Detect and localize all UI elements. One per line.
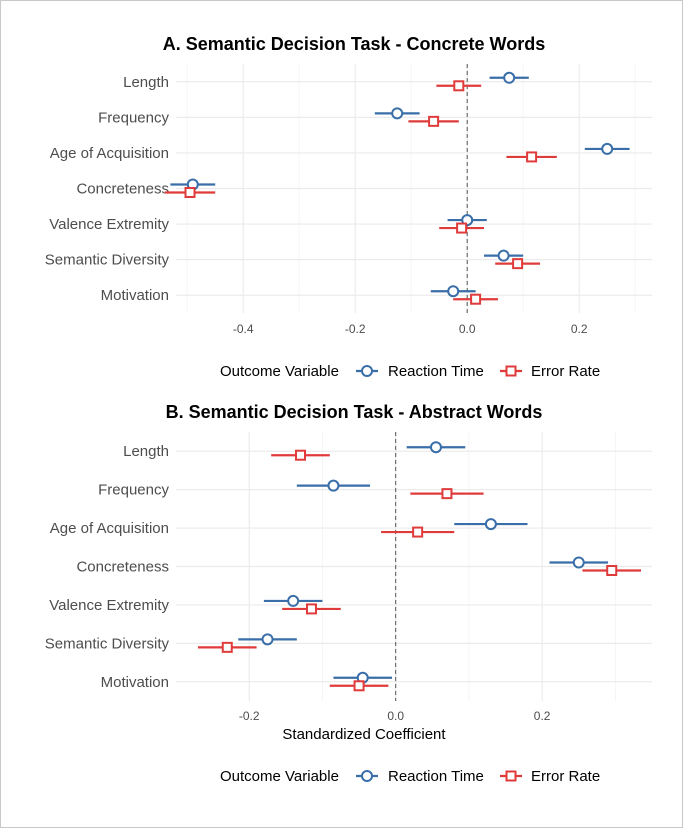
data-point-reaction-time: [484, 518, 497, 531]
x-tick-label: 0.0: [387, 709, 404, 723]
category-label: Age of Acquisition: [50, 145, 169, 162]
data-point-error-rate: [453, 80, 465, 92]
category-label: Length: [123, 74, 169, 91]
legend-key-square-icon: [505, 365, 517, 377]
x-tick-label: 0.0: [459, 322, 476, 336]
category-label: Length: [123, 443, 169, 460]
legend-key-square-icon: [505, 770, 517, 782]
category-label: Concreteness: [76, 559, 169, 576]
chart-panel-a: A. Semantic Decision Task - Concrete Wor…: [45, 34, 652, 380]
legend-key-circle-icon: [361, 770, 373, 782]
legend-label-error-rate: Error Rate: [531, 363, 600, 380]
x-tick-label: 0.2: [571, 322, 588, 336]
data-point-reaction-time: [287, 594, 300, 607]
category-label: Semantic Diversity: [45, 252, 170, 269]
data-point-reaction-time: [429, 441, 442, 454]
chart-title: B. Semantic Decision Task - Abstract Wor…: [166, 402, 543, 422]
data-point-reaction-time: [447, 285, 460, 298]
data-point-error-rate: [456, 222, 468, 234]
data-point-error-rate: [428, 115, 440, 127]
data-point-error-rate: [412, 526, 424, 538]
data-point-error-rate: [221, 641, 233, 653]
x-axis-title: Standardized Coefficient: [282, 726, 446, 743]
data-point-reaction-time: [497, 249, 510, 262]
chart-panel-b: B. Semantic Decision Task - Abstract Wor…: [45, 402, 652, 785]
category-label: Semantic Diversity: [45, 635, 170, 652]
x-tick-label: -0.4: [233, 322, 254, 336]
chart-title: A. Semantic Decision Task - Concrete Wor…: [163, 34, 545, 54]
data-point-error-rate: [184, 187, 196, 198]
category-label: Valence Extremity: [49, 597, 169, 614]
legend-label-error-rate: Error Rate: [531, 768, 600, 785]
category-label: Motivation: [101, 287, 169, 304]
legend-label-reaction-time: Reaction Time: [388, 363, 484, 380]
data-point-reaction-time: [503, 71, 516, 84]
category-label: Frequency: [98, 109, 169, 126]
data-point-error-rate: [512, 258, 524, 270]
data-point-error-rate: [470, 293, 482, 305]
category-label: Motivation: [101, 674, 169, 691]
legend: Outcome Variable Reaction Time Error Rate: [220, 768, 600, 785]
category-label: Concreteness: [76, 181, 169, 198]
x-tick-label: 0.2: [534, 709, 551, 723]
data-point-reaction-time: [572, 556, 585, 569]
data-point-reaction-time: [327, 479, 340, 492]
data-point-error-rate: [606, 565, 618, 576]
data-point-reaction-time: [391, 107, 404, 120]
category-label: Frequency: [98, 482, 169, 499]
category-label: Valence Extremity: [49, 216, 169, 233]
data-point-error-rate: [305, 603, 317, 615]
data-point-reaction-time: [601, 142, 614, 155]
legend-label-reaction-time: Reaction Time: [388, 768, 484, 785]
legend-title: Outcome Variable: [220, 363, 339, 380]
legend-title: Outcome Variable: [220, 768, 339, 785]
data-point-error-rate: [294, 449, 306, 461]
legend-key-circle-icon: [361, 365, 373, 377]
data-point-error-rate: [441, 488, 453, 500]
legend: Outcome Variable Reaction Time Error Rate: [220, 363, 600, 380]
data-point-error-rate: [526, 151, 538, 163]
data-point-reaction-time: [261, 633, 274, 646]
data-point-error-rate: [353, 680, 365, 692]
x-tick-label: -0.2: [239, 709, 260, 723]
x-tick-label: -0.2: [345, 322, 366, 336]
category-label: Age of Acquisition: [50, 520, 169, 537]
